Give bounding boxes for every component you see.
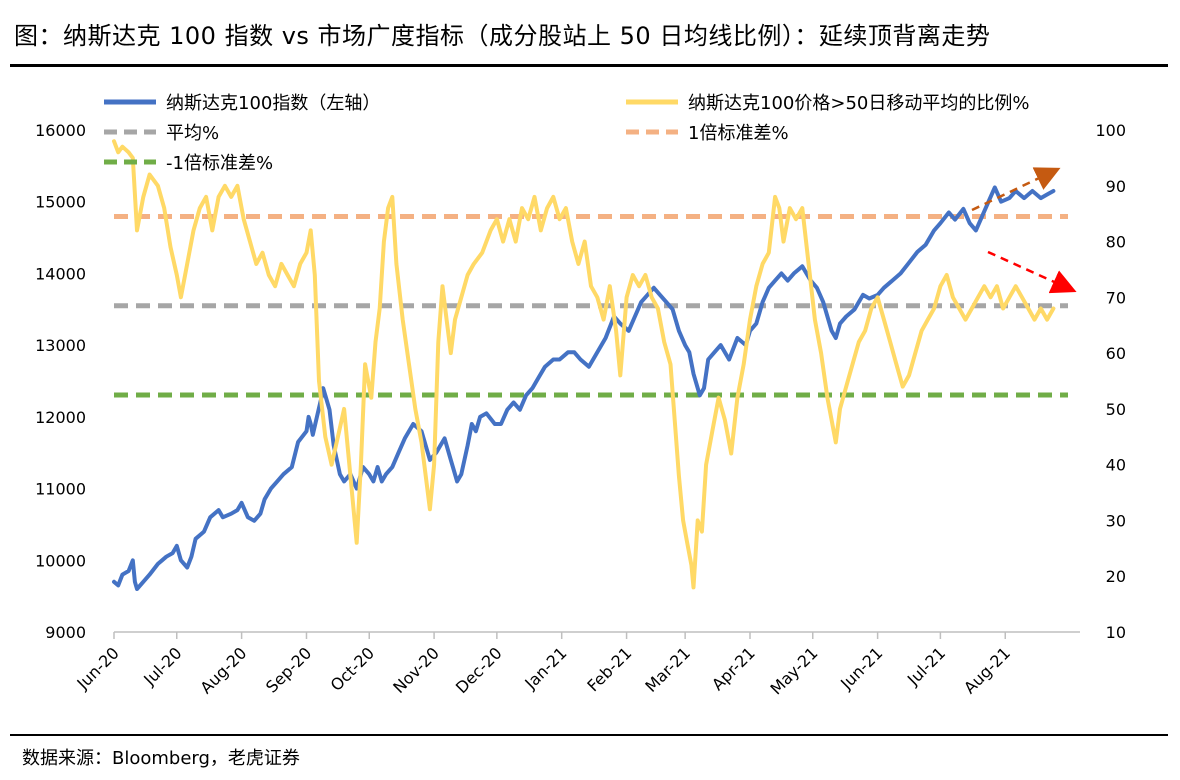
uptrend-arrow bbox=[971, 167, 1061, 212]
y-left-tick-label: 11000 bbox=[35, 480, 86, 499]
x-tick-label: Nov-20 bbox=[389, 643, 443, 697]
legend-label: 1倍标准差% bbox=[688, 123, 789, 144]
x-tick-label: Jun-21 bbox=[836, 643, 886, 693]
series-breadth-line bbox=[112, 139, 1056, 590]
y-left-tick-label: 10000 bbox=[35, 551, 86, 570]
y-left-tick-label: 13000 bbox=[35, 336, 86, 355]
legend-label: 纳斯达克100指数（左轴） bbox=[166, 93, 380, 114]
x-tick-label: Jun-20 bbox=[73, 643, 123, 693]
x-tick-label: Mar-21 bbox=[641, 643, 694, 696]
y-right-tick-label: 40 bbox=[1106, 456, 1126, 475]
x-tick-label: Sep-20 bbox=[262, 643, 315, 696]
y-left-tick-label: 15000 bbox=[35, 193, 86, 212]
top-rule bbox=[10, 64, 1168, 67]
x-tick-label: Dec-20 bbox=[452, 643, 506, 697]
source-note: 数据来源：Bloomberg，老虎证券 bbox=[22, 748, 300, 769]
y-left-tick-label: 9000 bbox=[45, 623, 86, 642]
y-right-tick-label: 50 bbox=[1106, 400, 1126, 419]
x-tick-label: Feb-21 bbox=[583, 643, 635, 695]
y-right-tick-label: 70 bbox=[1106, 288, 1126, 307]
y-right-tick-label: 60 bbox=[1106, 344, 1126, 363]
x-tick-label: Aug-20 bbox=[196, 643, 250, 697]
y-right-tick-label: 30 bbox=[1106, 511, 1126, 530]
legend-label: 平均% bbox=[166, 123, 219, 144]
series-nasdaq100-line bbox=[112, 185, 1056, 591]
y-right-tick-label: 80 bbox=[1106, 233, 1126, 252]
legend-label: -1倍标准差% bbox=[166, 153, 273, 174]
downtrend-arrow bbox=[987, 250, 1077, 294]
chart-title: 图：纳斯达克 100 指数 vs 市场广度指标（成分股站上 50 日均线比例）：… bbox=[14, 22, 991, 50]
x-tick-label: Oct-20 bbox=[327, 643, 378, 694]
y-left-tick-label: 14000 bbox=[35, 264, 86, 283]
x-tick-label: Aug-21 bbox=[960, 643, 1014, 697]
y-right-tick-label: 10 bbox=[1106, 623, 1126, 642]
y-left-tick-label: 16000 bbox=[35, 121, 86, 140]
x-tick-label: Apr-21 bbox=[708, 643, 759, 694]
y-right-tick-label: 20 bbox=[1106, 567, 1126, 586]
x-tick-label: Jan-21 bbox=[520, 643, 570, 693]
y-right-tick-label: 100 bbox=[1095, 121, 1126, 140]
x-tick-label: Jul-21 bbox=[903, 643, 949, 689]
y-left-tick-label: 12000 bbox=[35, 408, 86, 427]
x-tick-label: May-21 bbox=[766, 643, 821, 698]
bottom-rule bbox=[10, 734, 1168, 736]
legend-label: 纳斯达克100价格>50日移动平均的比例% bbox=[688, 93, 1029, 114]
y-right-tick-label: 90 bbox=[1106, 177, 1126, 196]
x-tick-label: Jul-20 bbox=[139, 643, 185, 689]
